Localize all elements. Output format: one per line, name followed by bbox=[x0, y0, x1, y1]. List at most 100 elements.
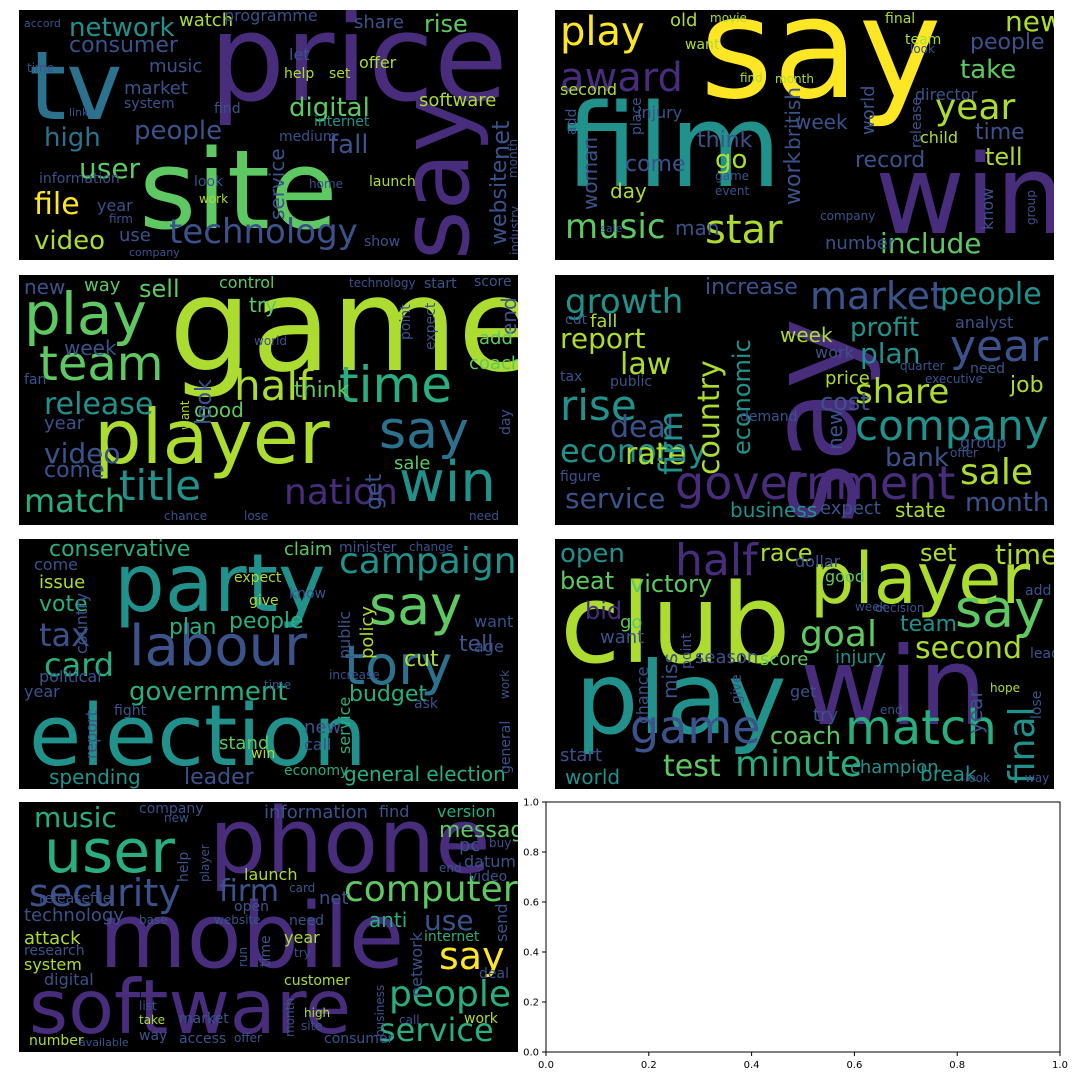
wordcloud-panel-2: say film win award play music star year new take p… bbox=[555, 10, 1054, 260]
cloud-word: new bbox=[24, 275, 66, 299]
cloud-word: tell bbox=[459, 632, 494, 657]
cloud-word: message bbox=[439, 818, 518, 843]
cloud-word: work bbox=[815, 343, 854, 362]
cloud-word: second bbox=[560, 80, 618, 99]
cloud-word: list bbox=[139, 999, 157, 1013]
cloud-word: research bbox=[24, 943, 85, 959]
cloud-word: watch bbox=[179, 10, 234, 31]
cloud-word: internet bbox=[314, 114, 370, 130]
cloud-word: company bbox=[855, 401, 1049, 450]
cloud-word: day bbox=[610, 179, 647, 203]
cloud-word: website bbox=[214, 913, 261, 927]
cloud-word: week bbox=[795, 110, 848, 134]
cloud-word: event bbox=[715, 184, 750, 198]
cloud-word: number bbox=[825, 233, 896, 254]
cloud-word: end bbox=[880, 703, 903, 717]
cloud-word: try bbox=[294, 946, 311, 960]
cloud-word: government bbox=[129, 677, 288, 707]
cloud-word: help bbox=[284, 66, 315, 82]
cloud-word: cut bbox=[565, 312, 588, 328]
cloud-word: people bbox=[134, 116, 223, 146]
cloud-word: minister bbox=[339, 540, 397, 556]
cloud-word: offer bbox=[359, 53, 397, 72]
cloud-word: game bbox=[630, 700, 761, 754]
cloud-word: child bbox=[920, 128, 958, 147]
cloud-word: technology bbox=[169, 212, 358, 252]
cloud-word: price bbox=[209, 10, 508, 129]
cloud-word: way bbox=[139, 1028, 168, 1044]
cloud-word: use bbox=[119, 225, 151, 246]
cloud-word: card bbox=[44, 646, 115, 684]
cloud-word: film bbox=[565, 80, 782, 214]
cloud-word: people bbox=[389, 974, 512, 1015]
cloud-word: title bbox=[119, 461, 202, 510]
cloud-word: consumer bbox=[324, 1031, 394, 1047]
wordcloud-panel-7: phone mobile software user security computer p… bbox=[19, 802, 518, 1052]
cloud-word: tv bbox=[29, 32, 123, 142]
cloud-word: new bbox=[164, 811, 189, 825]
cloud-word: market bbox=[124, 78, 188, 99]
cloud-word: record bbox=[855, 148, 926, 173]
cloud-word: score bbox=[760, 649, 809, 670]
cloud-word: software bbox=[29, 963, 352, 1051]
cloud-word: network bbox=[69, 13, 175, 43]
wordcloud-panel-3: game player play team half time say win title nat… bbox=[19, 275, 518, 525]
cloud-word: tell bbox=[985, 143, 1023, 171]
cloud-word: job bbox=[1010, 373, 1044, 398]
cloud-word: software bbox=[419, 90, 497, 111]
x-tick-label: 0.2 bbox=[641, 1060, 657, 1071]
cloud-word: plan bbox=[860, 337, 921, 370]
cloud-word: call bbox=[304, 735, 332, 754]
y-tick-label: 0.6 bbox=[523, 898, 539, 909]
cloud-word: star bbox=[705, 207, 783, 253]
cloud-word: site bbox=[301, 1019, 323, 1033]
cloud-word: company bbox=[129, 246, 180, 259]
cloud-word: week bbox=[855, 600, 887, 614]
cloud-word: issue bbox=[39, 572, 86, 593]
x-axis-ticks: 0.0 0.2 0.4 0.6 0.8 1.0 bbox=[538, 1052, 1068, 1071]
cloud-word: dollar bbox=[795, 552, 841, 571]
cloud-word: law bbox=[620, 347, 672, 382]
cloud-word: economy bbox=[560, 432, 707, 470]
cloud-word: political bbox=[39, 667, 102, 686]
cloud-word: information bbox=[39, 171, 120, 187]
cloud-word: win bbox=[399, 450, 496, 515]
cloud-word: security bbox=[29, 871, 181, 915]
cloud-word: growth bbox=[565, 282, 684, 322]
cloud-word: week bbox=[64, 336, 117, 360]
cloud-word: firm bbox=[109, 212, 133, 226]
cloud-word: election bbox=[29, 687, 367, 786]
cloud-word: include bbox=[880, 227, 982, 260]
cloud-word: expect bbox=[234, 570, 282, 586]
cloud-word: tory bbox=[344, 634, 453, 697]
wordcloud-panel-4: say government company share market year peopl… bbox=[555, 275, 1054, 525]
cloud-word: try bbox=[249, 293, 277, 317]
cloud-word: fan bbox=[24, 372, 47, 388]
cloud-word: director bbox=[915, 85, 978, 104]
cloud-word: net bbox=[319, 888, 349, 909]
cloud-word: year bbox=[24, 682, 60, 701]
cloud-word: end bbox=[439, 861, 462, 875]
cloud-word: find bbox=[740, 71, 763, 85]
cloud-word: general election bbox=[344, 762, 506, 786]
cloud-word: control bbox=[219, 275, 275, 292]
cloud-word: video bbox=[34, 226, 106, 256]
cloud-word: access bbox=[179, 1031, 227, 1047]
cloud-word: play bbox=[24, 280, 147, 348]
cloud-word: victory bbox=[630, 570, 713, 598]
cloud-word: decision bbox=[875, 601, 925, 615]
cloud-word: fight bbox=[114, 703, 147, 719]
cloud-word: campaign bbox=[339, 541, 517, 582]
cloud-word: stand bbox=[219, 733, 270, 754]
cloud-word: figure bbox=[560, 469, 601, 485]
cloud-word: say bbox=[955, 580, 1045, 640]
cloud-word: coach bbox=[770, 722, 841, 750]
cloud-word: try bbox=[813, 705, 839, 726]
cloud-word: coach bbox=[469, 353, 518, 374]
cloud-word: win bbox=[251, 746, 276, 762]
cloud-word: home bbox=[309, 177, 344, 191]
cloud-word: win bbox=[875, 131, 1054, 259]
cloud-word: launch bbox=[369, 174, 416, 190]
cloud-word: claim bbox=[284, 539, 333, 560]
cloud-word: rise bbox=[560, 381, 637, 430]
